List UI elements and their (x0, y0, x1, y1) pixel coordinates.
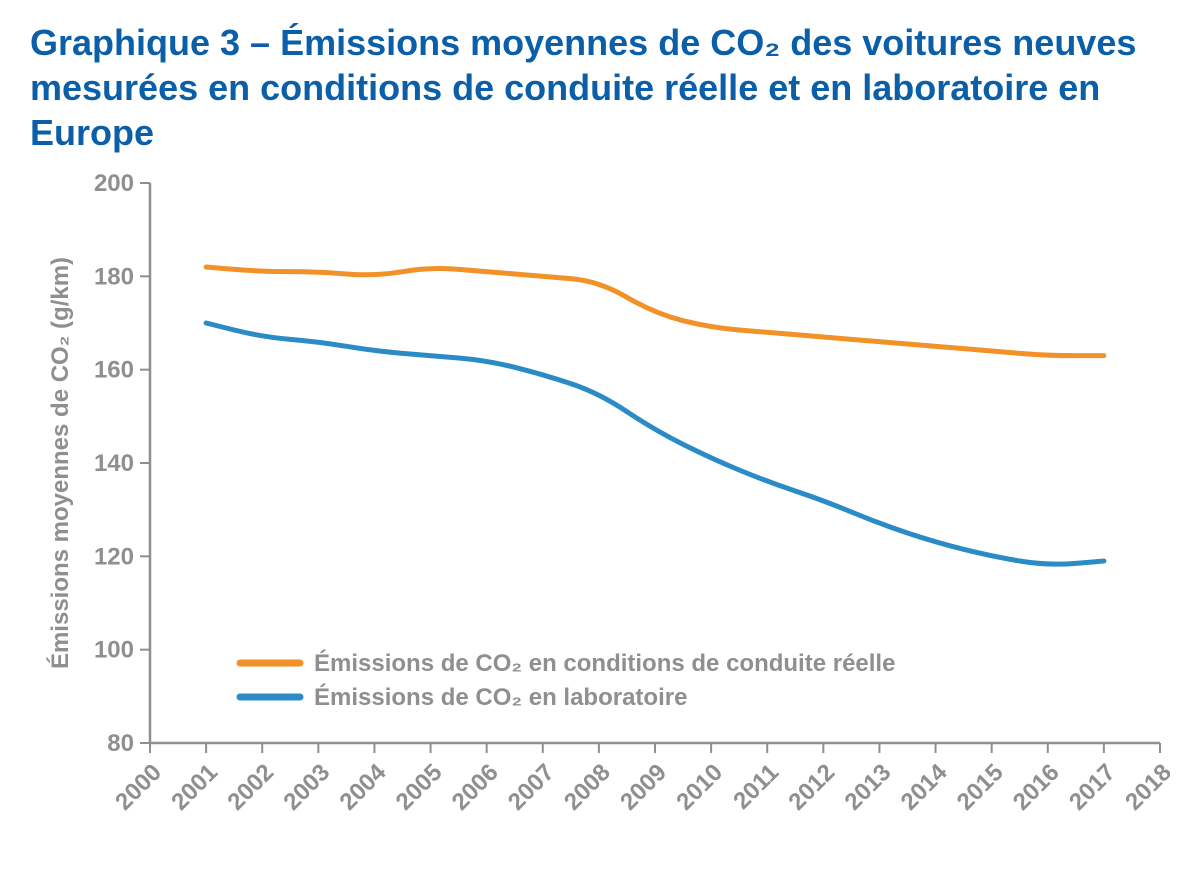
y-tick-label: 200 (94, 170, 134, 197)
x-tick-label: 2015 (952, 759, 1009, 816)
y-tick-label: 180 (94, 263, 134, 290)
chart-title: Graphique 3 – Émissions moyennes de CO₂ … (30, 20, 1170, 155)
x-tick-label: 2011 (728, 759, 784, 815)
x-tick-label: 2001 (166, 759, 223, 816)
x-tick-label: 2008 (559, 759, 616, 816)
series-real (206, 267, 1104, 356)
x-tick-label: 2004 (335, 758, 392, 815)
y-tick-label: 100 (94, 637, 134, 664)
chart-area: 80 100 120 140 160 180 200 20002001200220032004… (30, 163, 1170, 863)
y-axis-title: Émissions moyennes de CO₂ (g/km) (46, 257, 74, 669)
x-tick-label: 2000 (110, 759, 167, 816)
x-tick-label: 2003 (278, 759, 335, 816)
x-tick-label: 2010 (671, 759, 728, 816)
y-tick-label: 160 (94, 357, 134, 384)
legend-label-real: Émissions de CO₂ en conditions de condui… (314, 649, 895, 677)
legend-label-lab: Émissions de CO₂ en laboratoire (314, 683, 687, 711)
y-tick-label: 80 (107, 730, 134, 757)
x-tick-label: 2013 (840, 759, 897, 816)
x-tick-label: 2009 (615, 759, 672, 816)
x-tick-label: 2018 (1120, 759, 1170, 816)
x-tick-label: 2006 (447, 759, 504, 816)
y-tick-label: 140 (94, 450, 134, 477)
y-tick-label: 120 (94, 543, 134, 570)
x-tick-label: 2002 (222, 759, 279, 816)
chart-svg: 80 100 120 140 160 180 200 20002001200220032004… (30, 163, 1170, 863)
x-tick-label: 2012 (783, 759, 840, 816)
x-tick-label: 2007 (503, 759, 560, 816)
series-lab (206, 323, 1104, 564)
x-tick-label: 2014 (896, 758, 953, 815)
x-tick-label: 2017 (1064, 759, 1121, 816)
x-tick-label: 2016 (1008, 759, 1065, 816)
x-tick-label: 2005 (391, 759, 448, 816)
